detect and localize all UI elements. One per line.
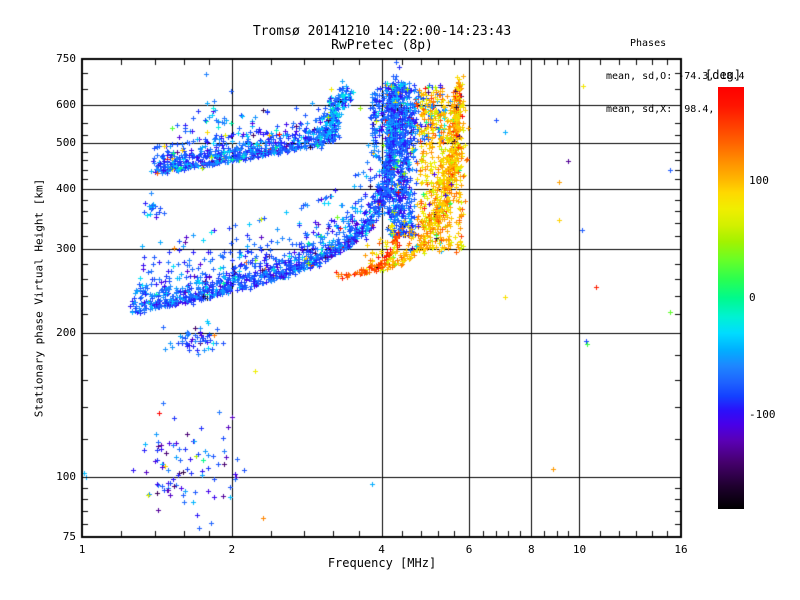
colorbar-tick-label-0: 0 bbox=[749, 291, 756, 304]
phase-stats-o-line: mean, sd,O: -74.3, 18.4 bbox=[606, 71, 745, 82]
phase-stats-title: Phases bbox=[630, 38, 667, 49]
page-title: Tromsø 20141210 14:22:00-14:23:43 bbox=[252, 24, 512, 39]
x-tick-label-1: 1 bbox=[78, 543, 86, 556]
y-tick-label-100: 100 bbox=[56, 470, 76, 484]
x-axis-label: Frequency [MHz] bbox=[327, 556, 437, 570]
colorbar-title: [deg] bbox=[705, 68, 742, 82]
y-tick-label-600: 600 bbox=[56, 98, 76, 112]
y-tick-label-750: 750 bbox=[56, 52, 76, 65]
colorbar-tick-label--100: -100 bbox=[749, 408, 776, 422]
colorbar-tick-label-100: 100 bbox=[749, 173, 769, 187]
y-tick-label-300: 300 bbox=[56, 242, 76, 256]
y-tick-label-400: 400 bbox=[56, 182, 76, 196]
y-tick-label-200: 200 bbox=[56, 326, 76, 340]
colorbar bbox=[718, 87, 744, 509]
y-axis-label: Stationary phase Virtual Height [km] bbox=[32, 178, 46, 418]
y-tick-label-75: 75 bbox=[62, 530, 76, 543]
x-tick-label-8: 8 bbox=[527, 543, 535, 556]
y-tick-label-500: 500 bbox=[56, 136, 76, 150]
x-tick-label-6: 6 bbox=[465, 543, 473, 556]
x-tick-label-16: 16 bbox=[674, 543, 688, 556]
page-subtitle: RwPretec (8p) bbox=[331, 38, 433, 53]
x-tick-label-2: 2 bbox=[228, 543, 236, 556]
x-tick-label-10: 10 bbox=[572, 543, 587, 556]
x-tick-label-4: 4 bbox=[378, 543, 385, 556]
